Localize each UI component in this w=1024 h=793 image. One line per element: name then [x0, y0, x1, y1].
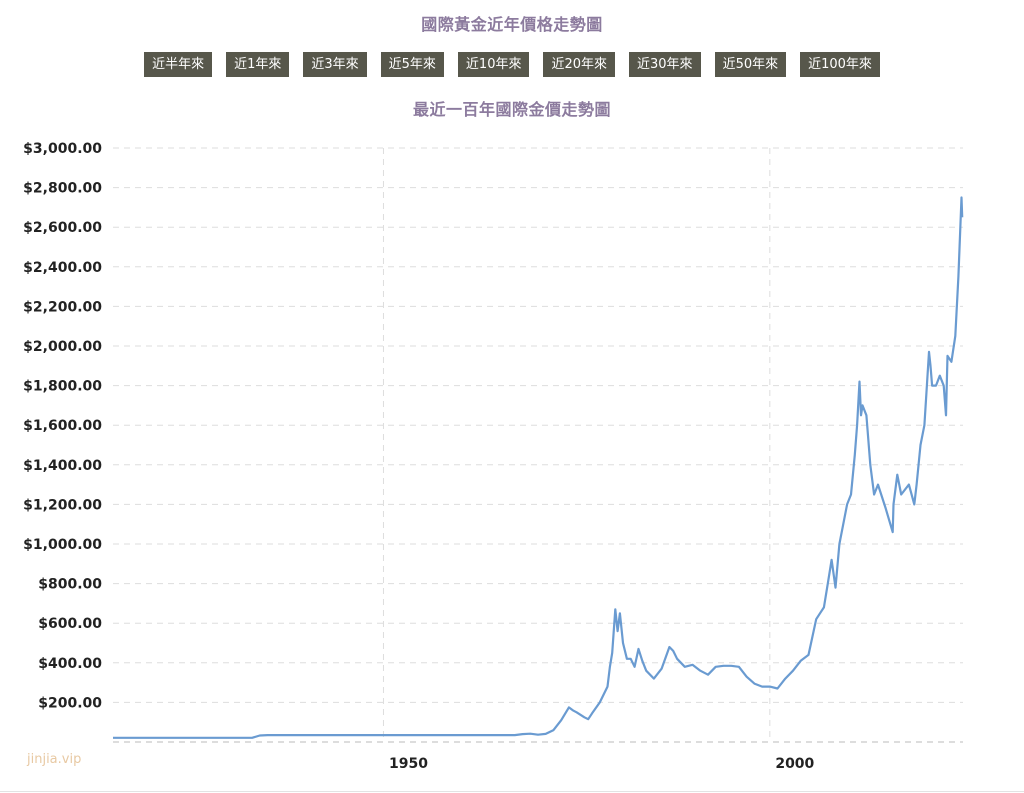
x-tick-label: 2000 — [775, 756, 814, 772]
range-button-50-years[interactable]: 近50年來 — [714, 52, 787, 77]
y-tick-label: $800.00 — [38, 577, 102, 593]
range-button-3-years[interactable]: 近3年來 — [303, 52, 367, 77]
range-button-100-years[interactable]: 近100年來 — [800, 52, 880, 77]
page-title: 國際黃金近年價格走勢圖 — [421, 15, 603, 34]
range-button-20-years[interactable]: 近20年來 — [543, 52, 616, 77]
y-tick-label: $600.00 — [38, 616, 102, 632]
chart-title: 最近一百年國際金價走勢圖 — [412, 100, 611, 119]
range-button-1-year[interactable]: 近1年來 — [226, 52, 290, 77]
y-tick-label: $200.00 — [38, 695, 102, 711]
y-tick-label: $1,400.00 — [23, 458, 102, 474]
y-tick-label: $1,200.00 — [23, 497, 102, 513]
y-tick-label: $2,800.00 — [23, 181, 102, 197]
y-tick-label: $1,800.00 — [23, 379, 102, 395]
range-button-30-years[interactable]: 近30年來 — [629, 52, 701, 77]
x-tick-label: 1950 — [389, 756, 428, 772]
bottom-divider — [0, 791, 1024, 792]
y-tick-label: $400.00 — [38, 656, 102, 672]
y-tick-label: $2,400.00 — [23, 260, 102, 276]
watermark: jinjia.vip — [27, 752, 82, 767]
y-tick-label: $1,600.00 — [23, 418, 102, 434]
range-button-bar: 近半年來 近1年來 近3年來 近5年來 近10年來 近20年來 近30年來 近5… — [0, 52, 1024, 77]
range-button-5-years[interactable]: 近5年來 — [380, 52, 444, 77]
range-button-10-years[interactable]: 近10年來 — [457, 52, 530, 77]
gold-price-line — [113, 196, 964, 739]
y-tick-label: $2,200.00 — [23, 299, 102, 315]
y-tick-label: $3,000.00 — [23, 141, 102, 157]
y-tick-label: $1,000.00 — [23, 537, 102, 553]
range-button-half-year[interactable]: 近半年來 — [144, 52, 213, 77]
y-tick-label: $2,600.00 — [23, 220, 102, 236]
y-tick-label: $2,000.00 — [23, 339, 102, 355]
